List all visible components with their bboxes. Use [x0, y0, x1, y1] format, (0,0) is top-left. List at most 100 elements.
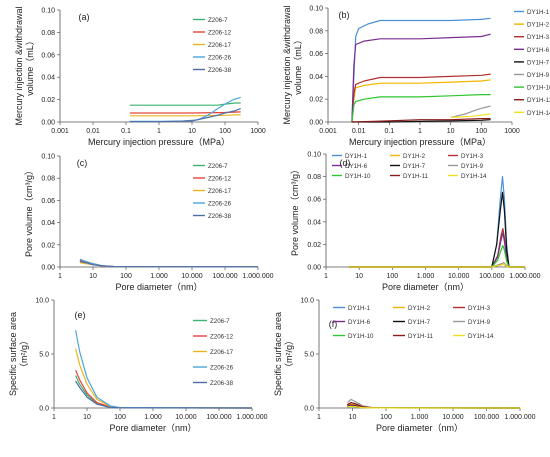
x-tick-label: 100.000	[479, 273, 504, 280]
y-tick-label: 0.02	[309, 97, 323, 104]
panel-label: (b)	[339, 10, 350, 20]
y-tick-label: 0.06	[307, 197, 321, 204]
y-tick-label: 0.08	[41, 30, 55, 37]
y-tick-label: 0.10	[41, 8, 55, 15]
y-tick-label: 0.00	[309, 120, 323, 127]
legend-label: Z206-12	[208, 176, 232, 183]
legend-label: DY1H-11	[403, 173, 429, 180]
x-tick-label: 10.000	[181, 273, 203, 280]
x-tick-label: 1.000	[411, 414, 429, 421]
x-axis-label: Pore diameter（nm）	[115, 282, 202, 292]
x-tick-label: 10	[188, 128, 196, 135]
x-tick-label: 1.000	[144, 414, 162, 421]
series-line	[349, 191, 525, 268]
legend-label: DY1H-1	[348, 305, 371, 312]
legend-label: DY1H-2	[408, 305, 431, 312]
legend-label: DY1H-14	[461, 173, 487, 180]
legend-label: DY1H-11	[408, 333, 434, 340]
x-tick-label: 100	[386, 273, 398, 280]
y-tick-label: 0.02	[41, 242, 55, 249]
x-tick-label: 100.000	[206, 414, 231, 421]
y-axis-label: Specific surface area	[8, 312, 18, 396]
x-tick-label: 0.1	[121, 128, 131, 135]
legend-label: DY1H-2	[527, 22, 550, 29]
legend-label: DY1H-7	[403, 163, 426, 170]
y-tick-label: 0.04	[41, 220, 55, 227]
y-tick-label: 0.00	[307, 265, 321, 272]
legend-label: DY1H-2	[403, 153, 426, 160]
legend-label: DY1H-3	[461, 153, 484, 160]
x-tick-label: 0.1	[384, 128, 394, 135]
y-tick-label: 0.04	[309, 74, 323, 81]
y-tick-label: 0.02	[41, 97, 55, 104]
x-tick-label: 100.000	[212, 273, 237, 280]
panel-label: (c)	[77, 158, 88, 168]
legend-label: DY1H-7	[527, 59, 550, 66]
y-tick-label: 0.06	[41, 52, 55, 59]
series-line	[351, 17, 491, 123]
legend-label: DY1H-1	[527, 9, 550, 16]
series-line	[129, 102, 241, 106]
y-tick-label: 0.10	[309, 6, 323, 13]
legend-label: DY1H-9	[461, 163, 484, 170]
series-line	[349, 244, 525, 268]
x-tick-label: 1000	[250, 128, 266, 135]
y-tick-label: 0.04	[307, 219, 321, 226]
panel-label: (d)	[340, 158, 351, 168]
y-axis-label: （m²/g）	[19, 336, 29, 372]
x-axis-label: Pore diameter（nm）	[376, 423, 463, 433]
legend-label: DY1H-10	[345, 173, 371, 180]
series-line	[75, 380, 253, 409]
y-tick-label: 0.10	[41, 154, 55, 161]
chart-panel: 1 10 100 1.000 10.000 100.000 1.000.000 0.0 5.0 1…	[8, 298, 268, 434]
chart-panel: 1 10 100 1.000 10.000 100.000 1.000.000 0.00 0.0…	[24, 154, 274, 293]
y-axis-label: Mercury injection &withdrawal	[14, 6, 24, 125]
series-line	[129, 96, 241, 122]
x-tick-label: 1	[418, 128, 422, 135]
x-tick-label: 10.000	[175, 414, 197, 421]
legend-label: Z206-7	[210, 318, 230, 325]
legend-label: Z206-26	[210, 365, 234, 372]
y-tick-label: 0.08	[307, 174, 321, 181]
series-line	[129, 108, 241, 123]
legend-label: Z206-17	[208, 188, 232, 195]
series-line	[349, 228, 525, 268]
legend-label: Z206-12	[208, 30, 232, 37]
legend-label: Z206-38	[210, 380, 234, 387]
y-tick-label: 0.08	[309, 28, 323, 35]
y-tick-label: 10.0	[35, 298, 49, 305]
series-line	[347, 405, 521, 409]
y-tick-label: 0.02	[307, 242, 321, 249]
series-line	[79, 260, 259, 268]
legend-label: DY1H-3	[468, 305, 491, 312]
series-line	[351, 118, 491, 123]
x-axis-label: Mercury injection pressure（MPa）	[349, 137, 491, 147]
x-tick-label: 1	[58, 273, 62, 280]
x-tick-label: 100	[380, 414, 392, 421]
legend-label: DY1H-6	[345, 163, 368, 170]
legend-label: DY1H-6	[348, 319, 371, 326]
y-tick-label: 0.08	[41, 176, 55, 183]
panel-label: (e)	[75, 310, 86, 320]
series-line	[75, 348, 253, 409]
x-tick-label: 0.001	[319, 128, 337, 135]
legend-label: Z206-26	[208, 201, 232, 208]
legend-label: DY1H-3	[527, 34, 550, 41]
x-tick-label: 1	[317, 414, 321, 421]
x-axis-label: Pore diameter（nm）	[382, 282, 469, 292]
legend-label: DY1H-10	[527, 85, 550, 92]
legend-label: Z206-26	[208, 55, 232, 62]
series-line	[450, 113, 491, 118]
y-axis-label: volume（mL）	[25, 36, 35, 96]
panel-label: (a)	[79, 12, 90, 22]
legend-label: DY1H-11	[527, 97, 550, 104]
y-tick-label: 5.0	[304, 352, 314, 359]
x-tick-label: 0.001	[51, 128, 69, 135]
chart-panel: 0.001 0.01 0.1 1 10 100 1000 0.00 0.02 0.04 0.06 0.…	[14, 6, 266, 147]
y-axis-label: Pore volume（cm³/g）	[24, 166, 34, 257]
x-tick-label: 1	[324, 273, 328, 280]
y-axis-label: Pore volume（cm³/g）	[290, 165, 300, 256]
x-tick-label: 100	[219, 128, 231, 135]
series-line	[349, 263, 525, 268]
legend-label: Z206-7	[208, 163, 228, 170]
